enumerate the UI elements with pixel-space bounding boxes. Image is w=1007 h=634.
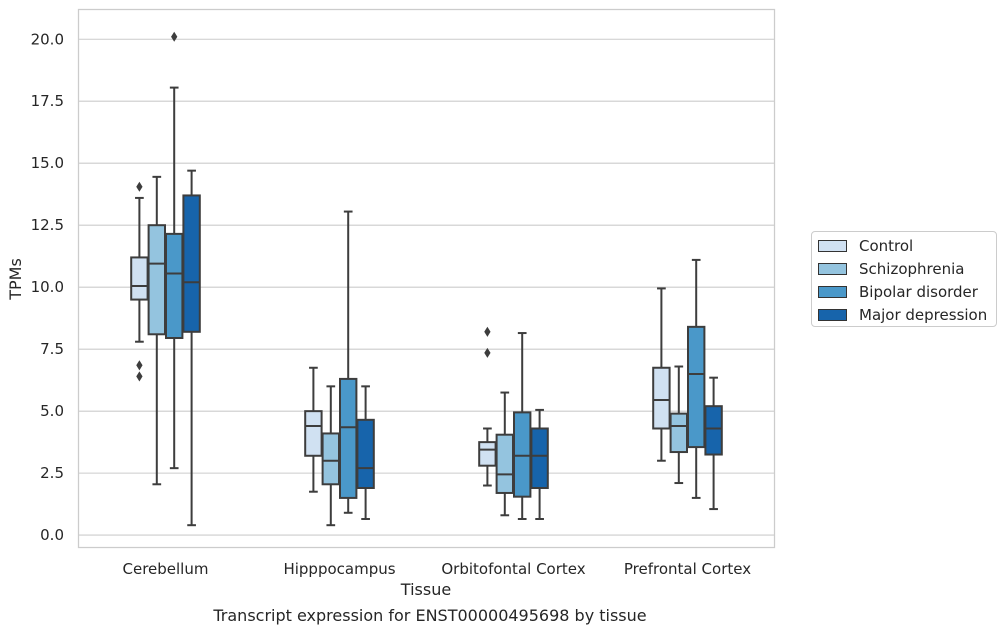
box-iqr	[356, 418, 375, 489]
box-schizophrenia	[147, 175, 167, 486]
legend-label-schizophrenia: Schizophrenia	[859, 260, 965, 278]
x-tick-label: Hipppocampus	[283, 560, 395, 578]
y-tick-label: 7.5	[40, 340, 64, 358]
legend-label-control: Control	[859, 237, 914, 255]
box-schizophrenia	[495, 391, 515, 517]
box-major-depression	[530, 408, 549, 520]
box-groups	[130, 31, 723, 527]
legend-swatch-bipolar-disorder	[818, 286, 847, 298]
box-control	[652, 287, 671, 462]
box-iqr	[147, 224, 167, 336]
box-major-depression	[704, 376, 723, 511]
box-iqr	[321, 432, 341, 486]
legend-label-major-depression: Major depression	[859, 306, 988, 324]
box-bipolar-disorder	[165, 31, 184, 470]
legend-item-major-depression: Major depression	[818, 305, 987, 325]
y-tick-label: 20.0	[31, 30, 64, 48]
box-iqr	[687, 325, 706, 449]
box-schizophrenia	[669, 365, 688, 485]
y-tick-label: 12.5	[31, 216, 64, 234]
legend-swatch-major-depression	[818, 309, 847, 321]
box-iqr	[339, 377, 358, 499]
box-iqr	[652, 366, 671, 430]
legend-item-schizophrenia: Schizophrenia	[818, 259, 964, 279]
x-tick-labels: Cerebellum Hipppocampus Orbitofontal Corte…	[123, 560, 752, 578]
outlier-point	[136, 371, 143, 382]
legend-swatch-control	[818, 240, 847, 252]
x-tick-label: Cerebellum	[123, 560, 209, 578]
outlier-point	[136, 181, 143, 192]
legend-swatch-schizophrenia	[818, 263, 847, 275]
box-major-depression	[182, 169, 201, 527]
outlier-point	[484, 347, 491, 358]
chart-caption: Transcript expression for ENST0000049569…	[213, 606, 647, 625]
y-tick-label: 10.0	[31, 278, 64, 296]
box-iqr	[704, 405, 723, 456]
y-tick-label: 15.0	[31, 154, 64, 172]
y-tick-label: 17.5	[31, 92, 64, 110]
box-bipolar-disorder	[339, 210, 358, 514]
y-tick-labels: 0.0 2.5 5.0 7.5 10.0 12.5 15.0 17.5 20.0	[31, 30, 64, 544]
y-tick-label: 0.0	[40, 526, 64, 544]
box-iqr	[513, 411, 532, 498]
plot-frame	[77, 8, 776, 549]
legend-label-bipolar-disorder: Bipolar disorder	[859, 283, 978, 301]
box-iqr	[530, 427, 549, 489]
box-bipolar-disorder	[513, 332, 532, 520]
box-iqr	[478, 441, 497, 467]
x-tick-label: Orbitofontal Cortex	[441, 560, 585, 578]
box-major-depression	[356, 385, 375, 520]
legend-item-bipolar-disorder: Bipolar disorder	[818, 282, 978, 302]
box-iqr	[495, 433, 515, 494]
box-control	[478, 326, 497, 487]
legend-item-control: Control	[818, 236, 913, 256]
x-axis-title: Tissue	[400, 580, 451, 599]
y-tick-label: 5.0	[40, 402, 64, 420]
box-iqr	[182, 194, 201, 333]
x-tick-label: Prefrontal Cortex	[624, 560, 751, 578]
box-control	[130, 181, 149, 382]
box-bipolar-disorder	[687, 258, 706, 499]
box-schizophrenia	[321, 385, 341, 527]
outlier-point	[171, 31, 178, 42]
box-iqr	[130, 256, 149, 301]
outlier-point	[136, 360, 143, 371]
outlier-point	[484, 326, 491, 337]
y-tick-label: 2.5	[40, 464, 64, 482]
legend: Control Schizophrenia Bipolar disorder M…	[811, 231, 997, 327]
box-iqr	[669, 412, 688, 454]
y-axis-title: TPMs	[6, 258, 25, 301]
box-control	[304, 366, 323, 493]
box-iqr	[165, 232, 184, 340]
box-iqr	[304, 410, 323, 457]
